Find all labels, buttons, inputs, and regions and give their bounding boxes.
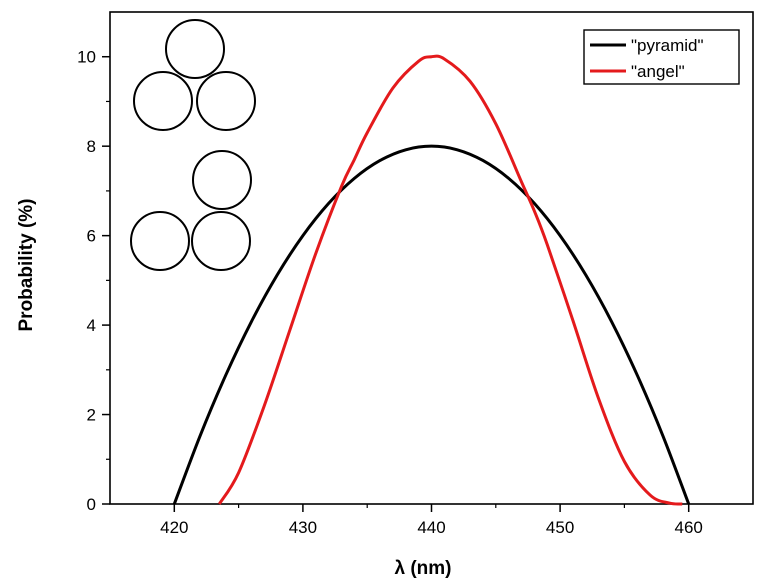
plot-frame — [109, 11, 754, 505]
angel-sphere-left — [130, 211, 190, 271]
cluster-sketches — [130, 19, 256, 271]
pyramid-sphere-right — [196, 71, 256, 131]
x-tick-label: 420 — [160, 518, 188, 537]
y-axis-ticks: 0 2 4 6 8 10 — [77, 48, 110, 514]
series-line-pyramid — [172, 144, 691, 505]
y-tick-label: 6 — [87, 227, 96, 246]
y-tick-label: 4 — [87, 316, 96, 335]
y-tick-label: 10 — [77, 48, 96, 67]
y-tick-label: 0 — [87, 495, 96, 514]
legend-label-angel: "angel" — [631, 62, 685, 81]
pyramid-sphere-top — [165, 19, 225, 79]
angel-cluster-sketch — [130, 150, 252, 271]
series-layer — [172, 54, 691, 506]
series-line-angel — [218, 54, 683, 506]
x-axis-title: λ (nm) — [395, 558, 452, 579]
x-tick-label: 450 — [546, 518, 574, 537]
x-tick-label: 460 — [675, 518, 703, 537]
angel-sphere-right — [191, 211, 251, 271]
y-tick-label: 2 — [87, 406, 96, 425]
angel-sphere-top — [192, 150, 252, 210]
x-axis-ticks: 420 430 440 450 460 — [160, 504, 703, 537]
legend-label-pyramid: "pyramid" — [631, 36, 704, 55]
y-tick-label: 8 — [87, 137, 96, 156]
pyramid-cluster-sketch — [133, 19, 256, 131]
pyramid-sphere-left — [133, 71, 193, 131]
legend: "pyramid" "angel" — [583, 29, 740, 85]
x-tick-label: 440 — [417, 518, 445, 537]
x-tick-label: 430 — [289, 518, 317, 537]
legend-box — [583, 29, 740, 85]
y-axis-title: Probability (%) — [16, 198, 37, 331]
